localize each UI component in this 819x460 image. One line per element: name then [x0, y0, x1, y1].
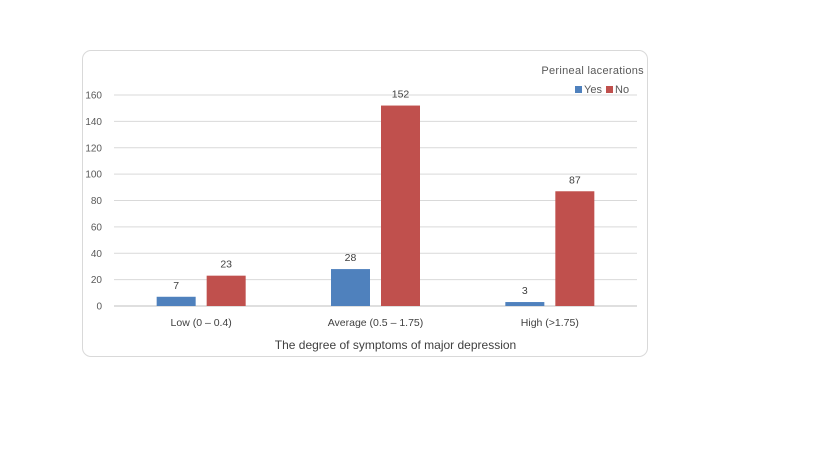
legend-label-yes: Yes	[584, 84, 602, 96]
data-label: 87	[569, 174, 581, 186]
data-label: 3	[522, 285, 528, 297]
data-label: 28	[345, 252, 357, 264]
y-tick-label: 40	[91, 249, 103, 260]
y-tick-label: 160	[85, 91, 102, 102]
data-labels: 7 23 28 152 3 87	[173, 89, 581, 297]
y-tick-label: 20	[91, 275, 103, 286]
legend: Yes No	[575, 84, 629, 96]
y-tick-label: 140	[85, 117, 102, 128]
legend-swatch-no	[606, 86, 613, 93]
category-label: Low (0 – 0.4)	[171, 317, 232, 329]
x-axis-categories: Low (0 – 0.4) Average (0.5 – 1.75) High (>…	[171, 317, 579, 329]
y-tick-label: 80	[91, 196, 103, 207]
x-axis-title: The degree of symptoms of major depressi…	[275, 338, 516, 352]
data-label: 152	[392, 89, 410, 101]
y-tick-label: 0	[96, 302, 102, 313]
bar-no	[206, 275, 246, 306]
data-label: 23	[220, 259, 232, 271]
bar-yes	[156, 296, 196, 306]
legend-swatch-yes	[575, 86, 582, 93]
y-tick-label: 100	[85, 170, 102, 181]
legend-title: Perineal lacerations	[541, 65, 644, 77]
bar-yes	[331, 269, 370, 306]
category-label: High (>1.75)	[521, 317, 579, 329]
bar-no	[555, 191, 595, 306]
bars	[156, 105, 595, 306]
y-axis-ticks: 0 20 40 60 80 100 120 140 160	[85, 91, 102, 313]
y-tick-label: 60	[91, 222, 103, 233]
data-label: 7	[173, 280, 179, 292]
category-label: Average (0.5 – 1.75)	[328, 317, 424, 329]
bar-yes	[505, 302, 545, 306]
gridlines	[114, 94, 637, 307]
bar-no	[381, 105, 420, 306]
legend-label-no: No	[615, 84, 629, 96]
y-tick-label: 120	[85, 143, 102, 154]
